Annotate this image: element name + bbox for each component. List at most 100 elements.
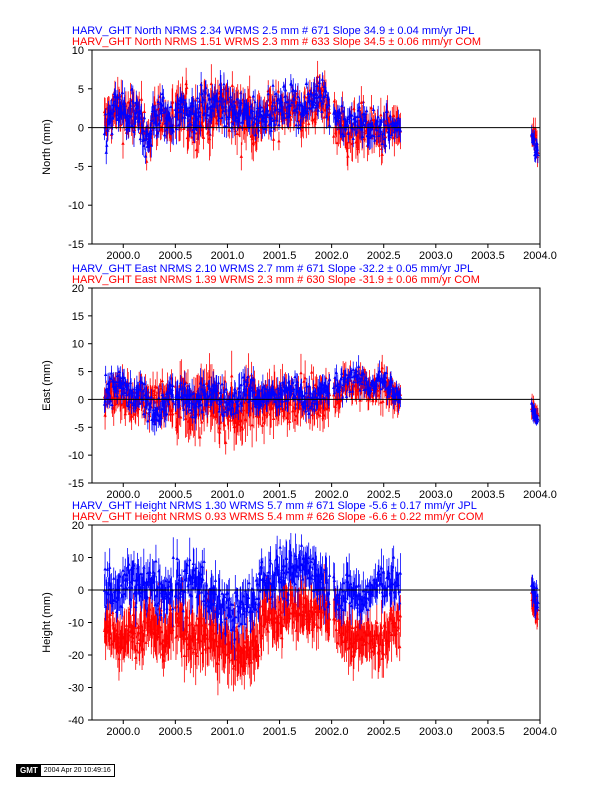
data-point — [316, 625, 320, 629]
data-point — [305, 384, 309, 388]
x-tick-label: 2000.0 — [106, 726, 140, 738]
data-point — [108, 399, 112, 403]
data-point — [319, 98, 323, 103]
data-point — [131, 100, 136, 104]
data-point — [288, 402, 292, 406]
data-point — [273, 122, 277, 126]
data-point — [114, 379, 118, 383]
data-point — [224, 440, 228, 444]
data-point — [350, 140, 355, 145]
data-point — [235, 131, 239, 135]
data-point — [204, 85, 208, 90]
data-point — [271, 83, 275, 87]
data-point — [327, 123, 332, 127]
data-point — [143, 154, 148, 158]
data-point — [270, 103, 275, 107]
data-point — [110, 131, 114, 135]
y-tick-label: 0 — [78, 123, 84, 135]
data-point — [356, 364, 361, 368]
data-point — [201, 135, 206, 139]
data-point — [378, 642, 382, 646]
data-layer — [102, 532, 540, 696]
data-point — [274, 118, 279, 122]
data-point — [224, 104, 228, 108]
data-point — [293, 395, 298, 399]
data-point — [341, 382, 345, 387]
data-point — [536, 417, 540, 421]
data-point — [170, 383, 175, 388]
data-point — [264, 386, 268, 391]
data-point — [327, 377, 332, 381]
data-point — [195, 95, 200, 100]
data-point — [255, 105, 260, 109]
data-point — [196, 123, 200, 127]
data-point — [205, 402, 209, 406]
data-point — [124, 623, 129, 627]
data-point — [383, 134, 388, 139]
data-point — [147, 409, 152, 413]
data-point — [305, 108, 310, 112]
data-point — [222, 82, 226, 86]
data-point — [185, 615, 190, 619]
data-point — [364, 375, 368, 379]
data-point — [298, 122, 303, 127]
x-tick-label: 2001.0 — [211, 726, 245, 738]
data-point — [309, 598, 313, 602]
data-point — [104, 150, 108, 154]
data-point — [215, 98, 220, 102]
data-point — [376, 115, 380, 119]
data-point — [171, 129, 175, 133]
data-point — [233, 387, 237, 391]
data-point — [157, 395, 161, 400]
data-point — [146, 395, 151, 399]
data-point — [304, 409, 308, 413]
data-point — [334, 370, 339, 375]
data-point — [130, 123, 134, 128]
data-point — [173, 384, 178, 388]
data-point — [266, 91, 270, 96]
x-tick-label: 2000.0 — [106, 250, 140, 262]
data-point — [218, 430, 222, 434]
data-point — [304, 81, 309, 85]
data-point — [282, 115, 286, 119]
data-point — [307, 121, 311, 126]
data-point — [272, 100, 276, 104]
data-point — [280, 99, 284, 104]
data-point — [320, 77, 325, 81]
data-point — [184, 81, 188, 86]
data-point — [207, 374, 212, 378]
data-point — [192, 130, 197, 134]
data-point — [121, 141, 125, 145]
data-point — [340, 132, 345, 136]
data-point — [128, 380, 133, 384]
y-tick-label: 20 — [72, 283, 84, 295]
data-point — [383, 379, 388, 383]
data-point — [170, 412, 175, 416]
data-point — [120, 90, 125, 95]
data-point — [293, 88, 298, 92]
east-panel: HARV_GHT East NRMS 2.10 WRMS 2.7 mm # 67… — [41, 263, 557, 501]
data-point — [377, 369, 382, 373]
data-point — [379, 386, 383, 391]
data-point — [365, 108, 369, 113]
data-point — [227, 128, 232, 132]
data-point — [379, 625, 384, 629]
y-tick-label: -40 — [68, 715, 84, 727]
data-point — [215, 388, 220, 392]
x-tick-label: 2003.5 — [471, 250, 505, 262]
data-point — [311, 118, 315, 122]
data-point — [277, 404, 282, 408]
data-point — [218, 401, 222, 406]
y-tick-label: -15 — [68, 478, 84, 490]
data-point — [341, 109, 345, 113]
data-point — [288, 103, 292, 107]
title-line-jpl: HARV_GHT East NRMS 2.10 WRMS 2.7 mm # 67… — [72, 263, 473, 275]
data-point — [198, 435, 202, 439]
data-point — [373, 643, 378, 647]
data-point — [110, 402, 114, 407]
data-point — [360, 381, 364, 386]
data-point — [141, 128, 145, 132]
data-point — [218, 652, 222, 656]
y-tick-label: 5 — [78, 367, 84, 379]
data-point — [315, 74, 320, 78]
